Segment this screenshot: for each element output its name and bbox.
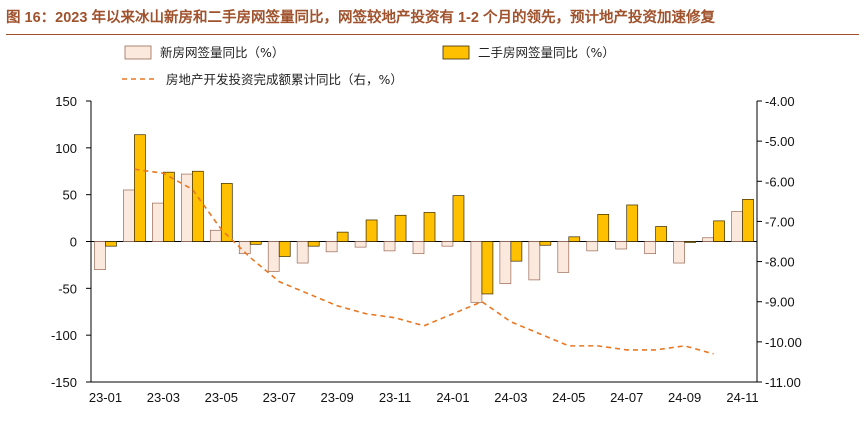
left-tick-label: -50 [58,281,77,296]
bar-new-house [528,241,541,281]
bar-second-hand [626,204,639,242]
bar-new-house [615,241,628,250]
right-tick-label: -6.00 [765,174,795,189]
bar-second-hand [192,170,204,242]
right-tick-label: -11.00 [765,375,801,390]
bar-second-hand [568,236,581,242]
right-tick-label: -5.00 [765,134,795,149]
bar-new-house [470,241,483,303]
right-tick-label: -8.00 [765,255,795,270]
bar-second-hand [105,241,117,247]
bar-second-hand [249,241,262,245]
bar-second-hand [278,241,291,257]
bar-second-hand [307,241,320,247]
x-tick-label: 24-03 [494,390,527,405]
left-tick-label: 0 [70,235,77,250]
bar-second-hand [713,220,725,242]
bar-new-house [123,189,135,242]
bar-second-hand [539,241,552,246]
left-tick-label: -100 [51,328,77,343]
bar-new-house [702,237,714,242]
x-tick-label: 24-09 [668,390,701,405]
legend-swatch-second-hand [442,45,470,60]
x-tick-label: 23-11 [379,390,411,405]
x-tick-label: 24-05 [552,390,585,405]
bar-second-hand [134,134,146,242]
bar-second-hand [220,183,233,242]
bar-new-house [673,241,685,264]
bar-new-house [152,202,164,242]
plot-area: 150 100 50 0 -50 -100 -150 -4.00 -5.00 -6.00 -7.00… [51,94,802,405]
bar-new-house [267,241,280,272]
bar-second-hand [481,241,494,295]
bar-second-hand [655,226,668,242]
x-tick-label: 23-01 [89,390,122,405]
bar-new-house [180,173,193,242]
left-tick-label: 50 [63,188,77,203]
bar-second-hand [423,212,436,242]
figure-title: 图 16：2023 年以来冰山新房和二手房网签量同比，网签较地产投资有 1-2 … [6,6,859,35]
legend-swatch-new-house [124,45,152,60]
left-tick-label: 150 [55,94,77,109]
bar-new-house [383,241,396,252]
x-tick-label: 23-03 [147,390,180,405]
x-tick-label: 23-05 [205,390,238,405]
bar-second-hand [510,241,523,262]
bar-new-house [644,241,657,255]
bar-new-house [325,241,338,253]
bar-new-house [296,241,309,264]
left-tick-label: -150 [51,375,77,390]
bar-second-hand [597,213,610,242]
x-tick-label: 24-07 [610,390,643,405]
x-tick-label: 23-07 [263,390,296,405]
legend-label-second-hand: 二手房网签量同比（%） [478,45,615,60]
bar-second-hand [684,241,696,243]
bar-new-house [499,241,512,285]
legend-label-new-house: 新房网签量同比（%） [160,45,284,60]
x-tick-label: 24-01 [436,390,469,405]
bar-second-hand [394,214,407,242]
bar-new-house [94,241,106,270]
legend-label-investment: 房地产开发投资完成额累计同比（右，%） [166,72,403,87]
x-tick-label: 23-09 [321,390,354,405]
bar-new-house [731,211,743,242]
left-tick-label: 100 [55,141,77,156]
bar-second-hand [365,219,378,242]
bar-new-house [354,241,367,248]
bar-second-hand [163,171,175,242]
bar-new-house [412,241,425,255]
right-tick-label: -7.00 [765,214,795,229]
bar-new-house [586,241,599,252]
bar-second-hand [336,231,349,242]
right-tick-label: -4.00 [765,94,795,109]
legend: 新房网签量同比（%） 二手房网签量同比（%） 房地产开发投资完成额累计同比（右，… [122,45,615,87]
right-tick-label: -10.00 [765,335,802,350]
bar-second-hand [452,195,465,242]
x-tick-label: 24-11 [726,390,758,405]
bar-second-hand [742,199,754,242]
investment-line-series [134,168,714,355]
bar-new-house [209,229,222,242]
right-tick-label: -9.00 [765,295,795,310]
bar-new-house [441,241,454,247]
bar-new-house [557,241,570,273]
